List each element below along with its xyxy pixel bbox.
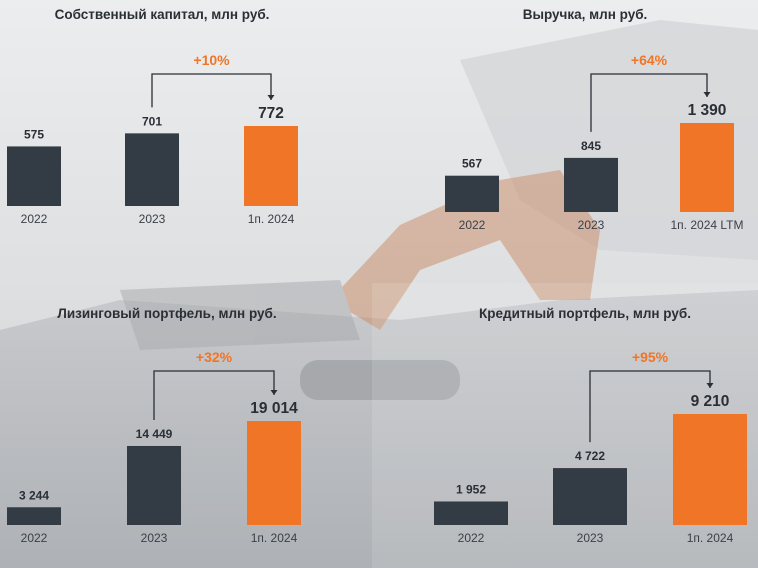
data-label: 772 <box>258 105 284 122</box>
x-tick-label: 2023 <box>577 531 604 545</box>
data-label: 567 <box>462 157 482 171</box>
chart-title: Лизинговый портфель, млн руб. <box>57 306 277 321</box>
bar-chart-revenue: 567 2022 845 2023 1 390 1п. 2024 LTM +64% <box>445 52 744 232</box>
data-label: 14 449 <box>136 427 173 441</box>
chart-panel-credit: Кредитный портфель, млн руб. 1 952 2022 4 … <box>372 283 758 568</box>
bar <box>445 175 499 212</box>
data-label: 1 952 <box>456 482 486 496</box>
growth-arrowhead <box>703 92 711 97</box>
bar <box>7 507 61 525</box>
bar <box>564 157 618 212</box>
data-label: 19 014 <box>250 400 298 417</box>
chart-title: Выручка, млн руб. <box>522 7 648 22</box>
growth-arrowhead <box>706 383 714 388</box>
bar <box>434 501 508 525</box>
bar-chart-leasing: 3 244 2022 14 449 2023 19 014 1п. 2024 +32% <box>7 349 301 545</box>
bar <box>680 123 734 212</box>
growth-bracket <box>153 370 275 420</box>
bar <box>553 468 627 525</box>
data-label: 575 <box>24 127 44 141</box>
data-label: 1 390 <box>688 102 727 119</box>
growth-label: +32% <box>196 349 233 365</box>
x-tick-label: 2022 <box>459 218 486 232</box>
excavator-silhouette <box>120 170 600 400</box>
x-tick-label: 2023 <box>139 212 166 226</box>
x-tick-label: 2022 <box>21 531 48 545</box>
growth-label: +95% <box>632 349 669 365</box>
bar <box>247 421 301 525</box>
growth-label: +10% <box>193 52 230 68</box>
bar-chart-equity: 575 2022 701 2023 772 1п. 2024 +10% <box>7 52 298 226</box>
x-tick-label: 1п. 2024 LTM <box>671 218 744 232</box>
bar <box>244 126 298 206</box>
chart-title: Собственный капитал, млн руб. <box>54 7 270 22</box>
growth-arrowhead <box>270 390 278 395</box>
bar <box>7 146 61 206</box>
data-label: 845 <box>581 139 601 153</box>
data-label: 9 210 <box>691 393 730 410</box>
x-tick-label: 1п. 2024 <box>687 531 734 545</box>
bar <box>125 133 179 206</box>
chart-panel-leasing: Лизинговый портфель, млн руб. 3 244 2022 1… <box>0 283 372 568</box>
data-label: 701 <box>142 114 162 128</box>
x-tick-label: 1п. 2024 <box>248 212 295 226</box>
growth-bracket <box>590 73 708 132</box>
bar <box>127 445 181 525</box>
chart-panel-equity: Собственный капитал, млн руб. 575 2022 701… <box>0 0 372 283</box>
x-tick-label: 2022 <box>458 531 485 545</box>
bar <box>673 414 747 525</box>
bar-chart-credit: 1 952 2022 4 722 2023 9 210 1п. 2024 +95% <box>434 349 747 545</box>
growth-label: +64% <box>631 52 668 68</box>
x-tick-label: 2022 <box>21 212 48 226</box>
data-label: 3 244 <box>19 488 49 502</box>
x-tick-label: 2023 <box>578 218 605 232</box>
data-label: 4 722 <box>575 449 605 463</box>
chart-title: Кредитный портфель, млн руб. <box>479 306 691 321</box>
x-tick-label: 2023 <box>141 531 168 545</box>
chart-panel-revenue: Выручка, млн руб. 567 2022 845 2023 1 390 1п.… <box>372 0 758 283</box>
growth-bracket <box>589 370 711 443</box>
growth-bracket <box>151 73 272 108</box>
x-tick-label: 1п. 2024 <box>251 531 298 545</box>
growth-arrowhead <box>267 95 275 100</box>
